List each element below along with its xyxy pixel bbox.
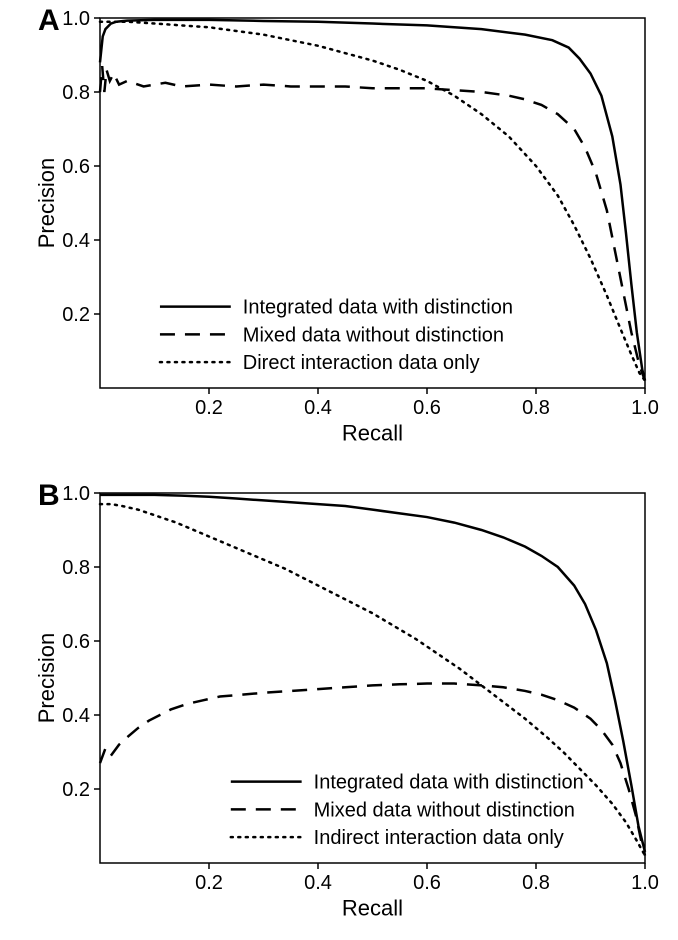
- x-tick-label: 0.2: [195, 397, 223, 419]
- x-tick-label: 1.0: [631, 872, 659, 894]
- panel-A: 0.2 0.4 0.6 0.8 1.0 0.2 0.4 0.6 0.8 1.0 Recall Prec…: [0, 0, 678, 462]
- y-tick-label: 0.2: [62, 304, 90, 326]
- y-axis-label: Precision: [34, 633, 59, 723]
- y-tick-label: 1.0: [62, 483, 90, 505]
- y-tick-label: 0.4: [62, 230, 90, 252]
- x-tick-label: 0.6: [413, 397, 441, 419]
- x-tick-label: 0.2: [195, 872, 223, 894]
- x-tick-label: 0.8: [522, 397, 550, 419]
- y-tick-label: 0.2: [62, 779, 90, 801]
- x-tick-label: 0.8: [522, 872, 550, 894]
- legend-label: Integrated data with distinction: [314, 772, 584, 794]
- legend-label: Indirect interaction data only: [314, 827, 564, 849]
- legend-label: Mixed data without distinction: [243, 324, 504, 346]
- legend-label: Integrated data with distinction: [243, 297, 513, 319]
- panel-label: B: [38, 479, 60, 512]
- y-tick-label: 0.8: [62, 557, 90, 579]
- curve-solid: [100, 495, 645, 852]
- x-tick-label: 0.4: [304, 872, 332, 894]
- y-tick-label: 1.0: [62, 8, 90, 30]
- figure: 0.2 0.4 0.6 0.8 1.0 0.2 0.4 0.6 0.8 1.0 Recall Prec…: [0, 0, 678, 940]
- x-tick-label: 0.6: [413, 872, 441, 894]
- x-axis-label: Recall: [342, 420, 403, 445]
- y-tick-label: 0.6: [62, 631, 90, 653]
- x-axis-label: Recall: [342, 895, 403, 920]
- legend-label: Direct interaction data only: [243, 352, 480, 374]
- panel-label: A: [38, 4, 60, 37]
- y-tick-label: 0.4: [62, 705, 90, 727]
- x-tick-label: 0.4: [304, 397, 332, 419]
- panel-B: 0.2 0.4 0.6 0.8 1.0 0.2 0.4 0.6 0.8 1.0 Recall Prec…: [0, 475, 678, 937]
- x-tick-label: 1.0: [631, 397, 659, 419]
- y-axis-label: Precision: [34, 158, 59, 248]
- y-tick-label: 0.8: [62, 82, 90, 104]
- y-tick-label: 0.6: [62, 156, 90, 178]
- legend-label: Mixed data without distinction: [314, 799, 575, 821]
